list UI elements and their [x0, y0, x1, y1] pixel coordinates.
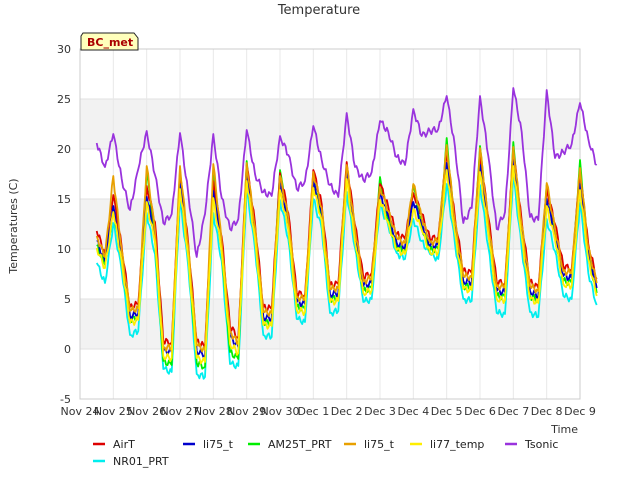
- x-tick-label: Dec 3: [364, 405, 396, 418]
- x-tick-label: Nov 29: [227, 405, 266, 418]
- x-tick-label: Dec 4: [397, 405, 429, 418]
- legend-label: Tsonic: [524, 438, 558, 451]
- background-band: [80, 99, 580, 149]
- y-tick-label: 25: [57, 93, 71, 106]
- legend-label: AirT: [113, 438, 135, 451]
- x-axis-title: Time: [550, 423, 578, 436]
- x-tick-label: Nov 30: [261, 405, 300, 418]
- legend-label: li77_temp: [430, 438, 484, 451]
- y-tick-label: 30: [57, 43, 71, 56]
- series-line-tsonic: [95, 87, 598, 258]
- x-tick-label: Dec 5: [431, 405, 463, 418]
- y-tick-label: 5: [64, 293, 71, 306]
- x-tick-label: Nov 24: [61, 405, 100, 418]
- y-tick-label: 10: [57, 243, 71, 256]
- y-axis-ticks: -5 0 5 10 15 20 25 30: [57, 43, 71, 406]
- series-lines: [95, 87, 598, 380]
- legend-label: li75_t: [364, 438, 395, 451]
- x-tick-label: Dec 7: [497, 405, 529, 418]
- x-tick-label: Nov 28: [194, 405, 233, 418]
- legend-label: li75_t: [203, 438, 234, 451]
- legend-label: AM25T_PRT: [268, 438, 332, 451]
- x-tick-label: Dec 2: [331, 405, 363, 418]
- plot-frame: [79, 48, 581, 400]
- y-tick-label: 20: [57, 143, 71, 156]
- legend: AirT NR01_PRT li75_t AM25T_PRT li75_t li77_te…: [93, 438, 558, 468]
- y-tick-label: -5: [60, 393, 71, 406]
- series-line-li75-t: [95, 144, 598, 353]
- x-tick-label: Nov 27: [161, 405, 200, 418]
- chart-title: Temperature: [277, 3, 360, 18]
- x-tick-label: Nov 25: [94, 405, 133, 418]
- x-tick-label: Dec 8: [531, 405, 563, 418]
- x-tick-label: Dec 9: [564, 405, 596, 418]
- y-tick-label: 15: [57, 193, 71, 206]
- y-axis-title: Temperatures (C): [7, 178, 20, 274]
- x-tick-label: Dec 6: [464, 405, 496, 418]
- y-tick-label: 0: [64, 343, 71, 356]
- x-tick-label: Dec 1: [297, 405, 329, 418]
- x-tick-label: Nov 26: [127, 405, 166, 418]
- legend-label: NR01_PRT: [113, 455, 169, 468]
- series-line-li77-temp: [95, 165, 598, 365]
- site-badge-label: BC_met: [87, 36, 133, 49]
- site-badge: BC_met: [80, 32, 139, 51]
